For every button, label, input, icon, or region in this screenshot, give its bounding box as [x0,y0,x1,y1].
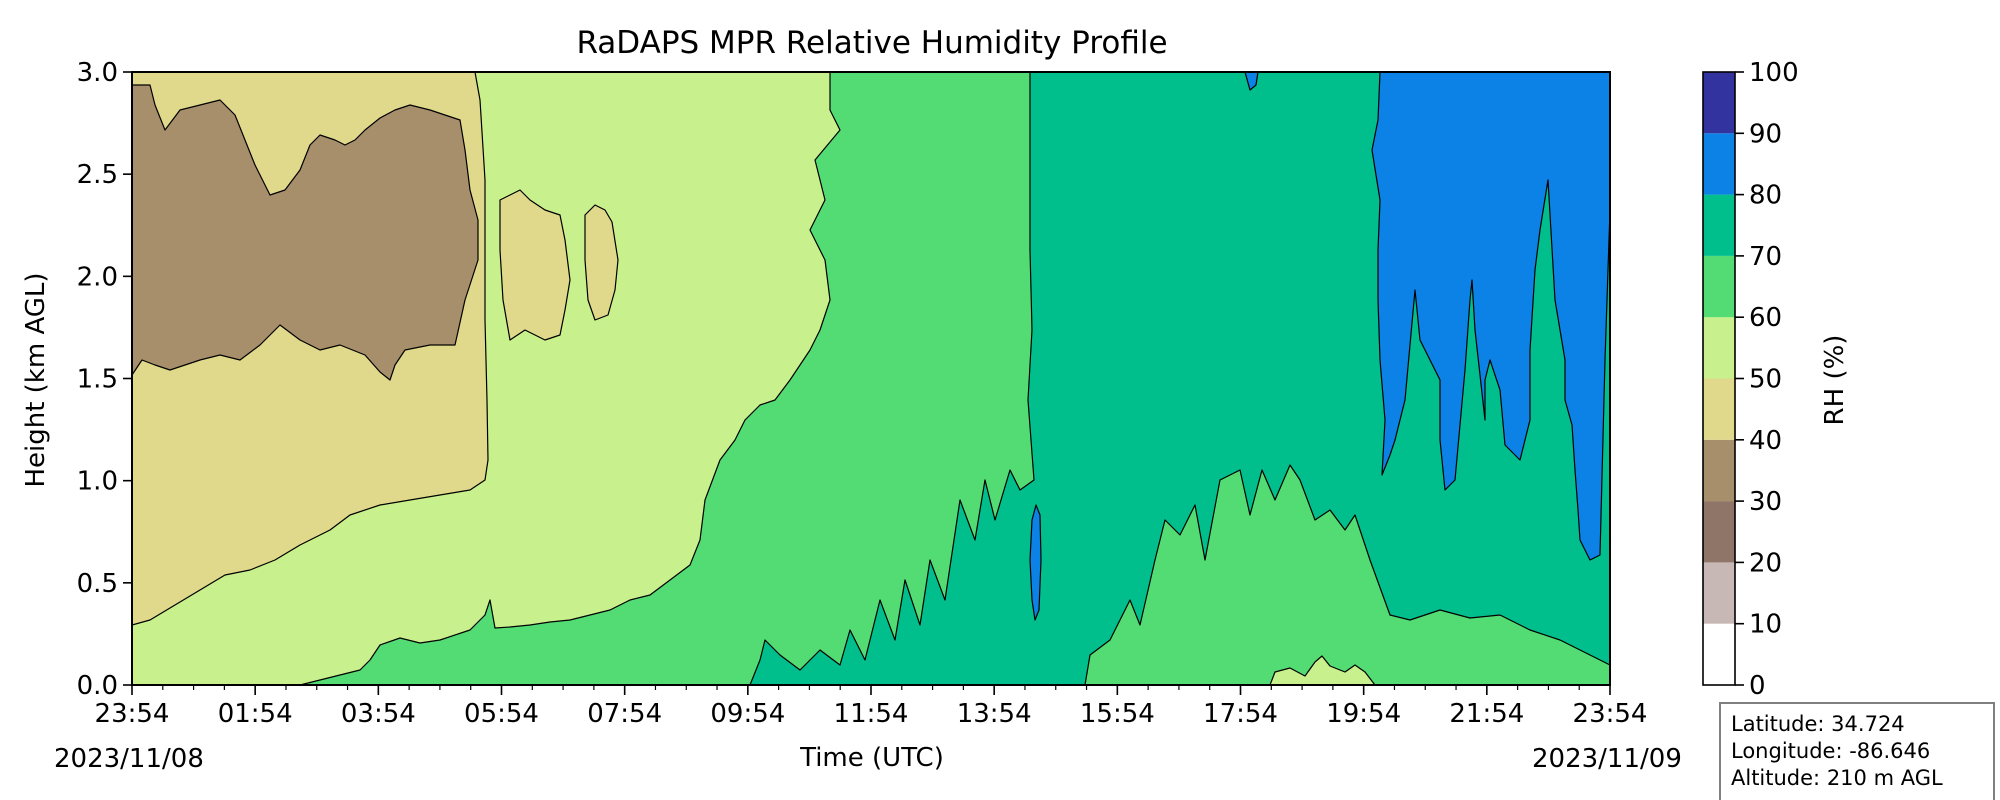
colorbar-tick-label: 50 [1749,365,1782,395]
rh-region-80-90-top [1244,72,1259,91]
x-tick-label: 21:54 [1449,699,1524,729]
x-tick-label: 01:54 [218,699,293,729]
colorbar: 0 10 20 30 40 50 60 70 80 90 100 [1702,58,1799,701]
colorbar-segment [1703,194,1735,256]
colorbar-tick-label: 90 [1749,119,1782,149]
chart-title: RaDAPS MPR Relative Humidity Profile [576,25,1167,61]
rh-region-40-50-patch-a [499,189,571,341]
colorbar-segment [1703,562,1735,624]
y-tick-label: 2.5 [77,160,118,190]
colorbar-segment [1703,501,1735,563]
rh-region-30-40 [132,84,479,381]
colorbar-tick-label: 0 [1749,671,1766,701]
x-axis-label: Time (UTC) [799,743,944,773]
start-date-label: 2023/11/08 [54,744,204,774]
x-tick-label: 23:54 [95,699,170,729]
y-axis-label: Height (km AGL) [21,272,51,487]
rh-region-60-70-right [1084,464,1610,685]
plot-area [131,71,1611,686]
rh-region-40-50-patch-b [584,204,619,321]
y-tick-label: 0.0 [77,671,118,701]
colorbar-label: RH (%) [1820,335,1850,426]
x-tick-label: 23:54 [1573,699,1648,729]
colorbar-tick-label: 30 [1749,487,1782,517]
colorbar-tick-label: 20 [1749,548,1782,578]
y-axis: 0.0 0.5 1.0 1.5 2.0 2.5 3.0 [77,58,132,701]
end-date-label: 2023/11/09 [1532,744,1682,774]
colorbar-tick-label: 80 [1749,181,1782,211]
rh-region-80-90 [1371,72,1610,561]
y-tick-label: 1.0 [77,467,118,497]
colorbar-tick-label: 40 [1749,426,1782,456]
longitude-text: Longitude: -86.646 [1731,739,1930,763]
colorbar-segment [1703,378,1735,440]
colorbar-segment [1703,133,1735,195]
y-tick-label: 3.0 [77,58,118,88]
latitude-text: Latitude: 34.724 [1731,712,1905,736]
colorbar-segment [1703,623,1735,685]
x-axis: 23:54 01:54 03:54 05:54 07:54 09:54 11:54 13:54… [95,685,1648,729]
x-tick-label: 09:54 [710,699,785,729]
colorbar-tick-label: 10 [1749,610,1782,640]
colorbar-segment [1703,439,1735,502]
x-tick-label: 15:54 [1080,699,1155,729]
rh-region-80-90-spike [1029,504,1042,621]
x-tick-label: 17:54 [1203,699,1278,729]
colorbar-tick-label: 70 [1749,242,1782,272]
colorbar-segment [1703,72,1735,134]
y-tick-label: 0.5 [77,569,118,599]
x-tick-label: 19:54 [1326,699,1401,729]
x-tick-label: 03:54 [341,699,416,729]
y-tick-label: 2.0 [77,262,118,292]
colorbar-segment [1703,317,1735,379]
x-tick-label: 05:54 [464,699,539,729]
altitude-text: Altitude: 210 m AGL [1731,766,1943,790]
x-tick-label: 11:54 [834,699,909,729]
colorbar-segment [1703,255,1735,318]
y-tick-label: 1.5 [77,365,118,395]
rh-region-50-60-blob [1269,655,1376,685]
x-tick-label: 07:54 [587,699,662,729]
colorbar-tick-label: 100 [1749,58,1799,88]
location-info-box: Latitude: 34.724 Longitude: -86.646 Alti… [1719,702,1995,800]
x-tick-label: 13:54 [957,699,1032,729]
colorbar-tick-label: 60 [1749,303,1782,333]
